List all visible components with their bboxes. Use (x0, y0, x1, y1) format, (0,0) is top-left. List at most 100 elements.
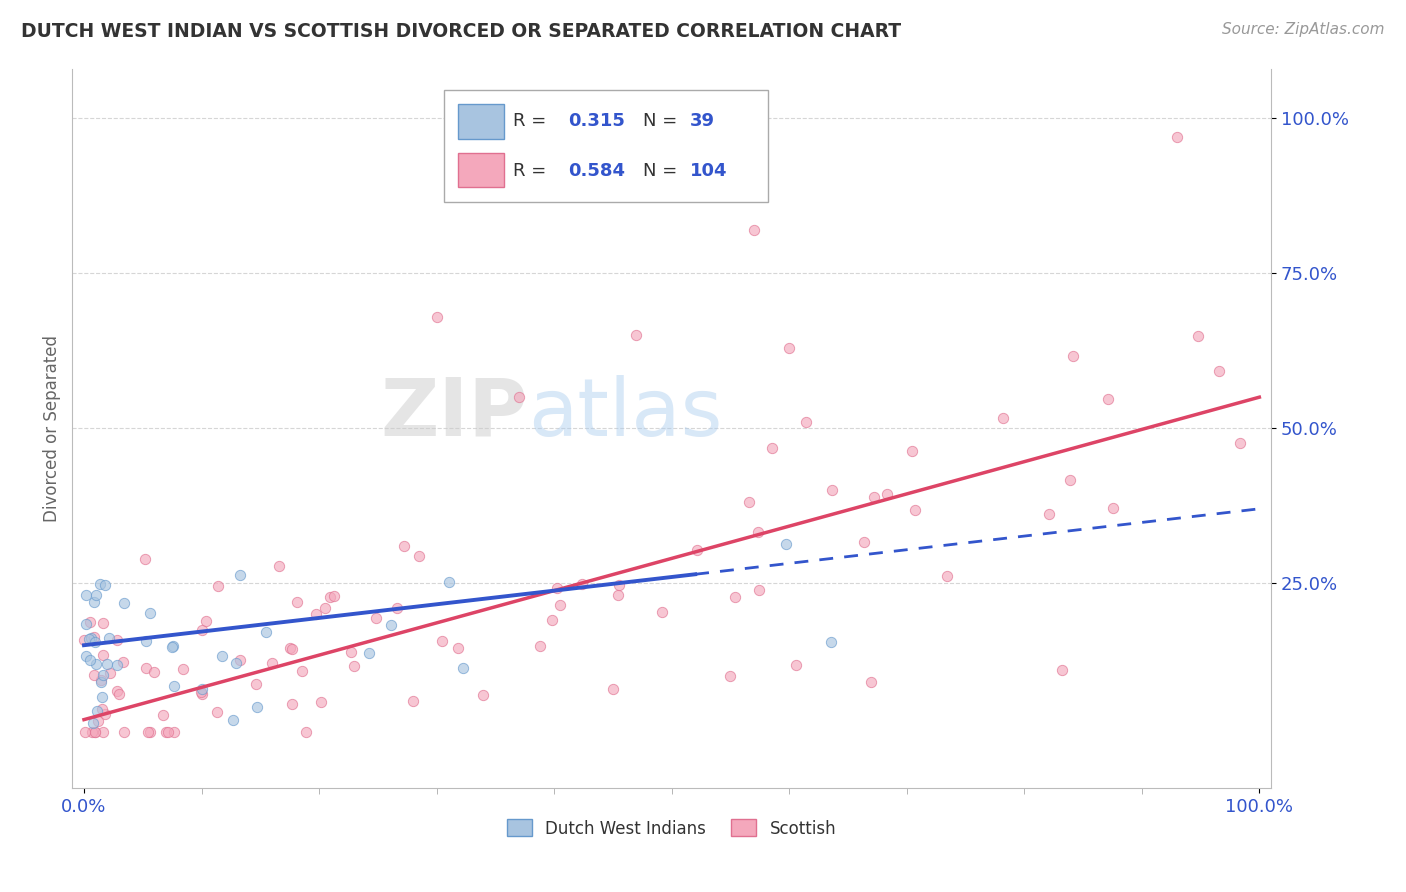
Point (775, 537, 797, 551)
Point (281, 641, 304, 656)
Point (1097, 392, 1119, 406)
Point (246, 700, 269, 714)
Point (83, 668, 105, 682)
Point (163, 725, 186, 739)
Point (98, 665, 121, 680)
Point (82, 725, 104, 739)
Point (720, 669, 742, 683)
Text: 0.584: 0.584 (568, 161, 626, 179)
Point (105, 658, 128, 673)
Point (75, 725, 97, 739)
Point (546, 581, 568, 595)
Point (112, 725, 135, 739)
Point (80, 631, 103, 645)
Point (245, 676, 267, 690)
Point (191, 681, 214, 696)
Point (155, 725, 177, 739)
Point (541, 613, 564, 627)
Point (139, 725, 162, 739)
Point (94, 578, 117, 592)
Point (222, 713, 245, 727)
Point (852, 534, 875, 549)
Point (160, 640, 183, 655)
Point (254, 625, 277, 640)
Point (225, 657, 247, 671)
Point (152, 708, 174, 723)
Point (402, 694, 425, 708)
Text: R =: R = (513, 161, 553, 179)
Point (1102, 500, 1125, 515)
Point (380, 618, 402, 632)
Point (742, 223, 765, 237)
FancyBboxPatch shape (458, 153, 503, 187)
Point (91, 616, 114, 631)
Point (86, 704, 108, 718)
Point (343, 658, 366, 673)
Point (748, 582, 770, 597)
FancyBboxPatch shape (444, 90, 768, 202)
Point (91, 648, 114, 663)
Point (280, 641, 302, 656)
Point (211, 648, 233, 663)
Text: 104: 104 (690, 161, 727, 179)
Point (83, 595, 105, 609)
Point (471, 689, 494, 703)
Point (194, 614, 217, 628)
Point (1166, 129, 1188, 144)
Point (357, 646, 380, 660)
Point (318, 591, 340, 605)
Point (190, 687, 212, 701)
Point (281, 697, 304, 711)
Point (105, 632, 128, 647)
Point (91, 690, 114, 704)
Point (1229, 436, 1251, 450)
Point (364, 610, 387, 624)
Point (75, 588, 97, 602)
Point (91, 668, 114, 682)
Point (651, 605, 673, 619)
Point (191, 623, 214, 637)
Point (785, 658, 807, 673)
Text: 0.315: 0.315 (568, 112, 626, 130)
Point (408, 549, 430, 563)
Point (84, 657, 107, 671)
Point (385, 601, 408, 615)
Point (738, 495, 761, 509)
Point (87, 714, 110, 729)
Legend: Dutch West Indians, Scottish: Dutch West Indians, Scottish (501, 813, 844, 844)
Point (205, 705, 228, 719)
Point (548, 599, 571, 613)
Point (112, 655, 135, 669)
Point (139, 606, 162, 620)
Point (904, 502, 927, 516)
Point (1038, 507, 1060, 521)
Point (75, 616, 97, 631)
Text: ZIP: ZIP (381, 375, 527, 453)
Point (83, 725, 105, 739)
Point (229, 653, 252, 667)
Point (73, 632, 96, 647)
Point (993, 410, 1015, 425)
Point (135, 634, 157, 648)
Point (747, 524, 769, 539)
Point (571, 576, 593, 591)
Text: R =: R = (513, 112, 553, 130)
Point (1062, 349, 1084, 363)
Point (936, 568, 959, 582)
Point (426, 310, 449, 324)
Point (75, 649, 97, 664)
Point (156, 725, 179, 739)
Text: Source: ZipAtlas.com: Source: ZipAtlas.com (1222, 22, 1385, 37)
Point (820, 635, 842, 649)
Point (602, 681, 624, 696)
Point (82, 716, 104, 731)
Text: 39: 39 (690, 112, 714, 130)
FancyBboxPatch shape (458, 104, 503, 139)
Point (309, 695, 332, 709)
Point (437, 574, 460, 589)
Point (314, 601, 336, 615)
Point (295, 725, 318, 739)
Point (291, 665, 314, 679)
Point (304, 607, 326, 622)
Point (207, 579, 229, 593)
